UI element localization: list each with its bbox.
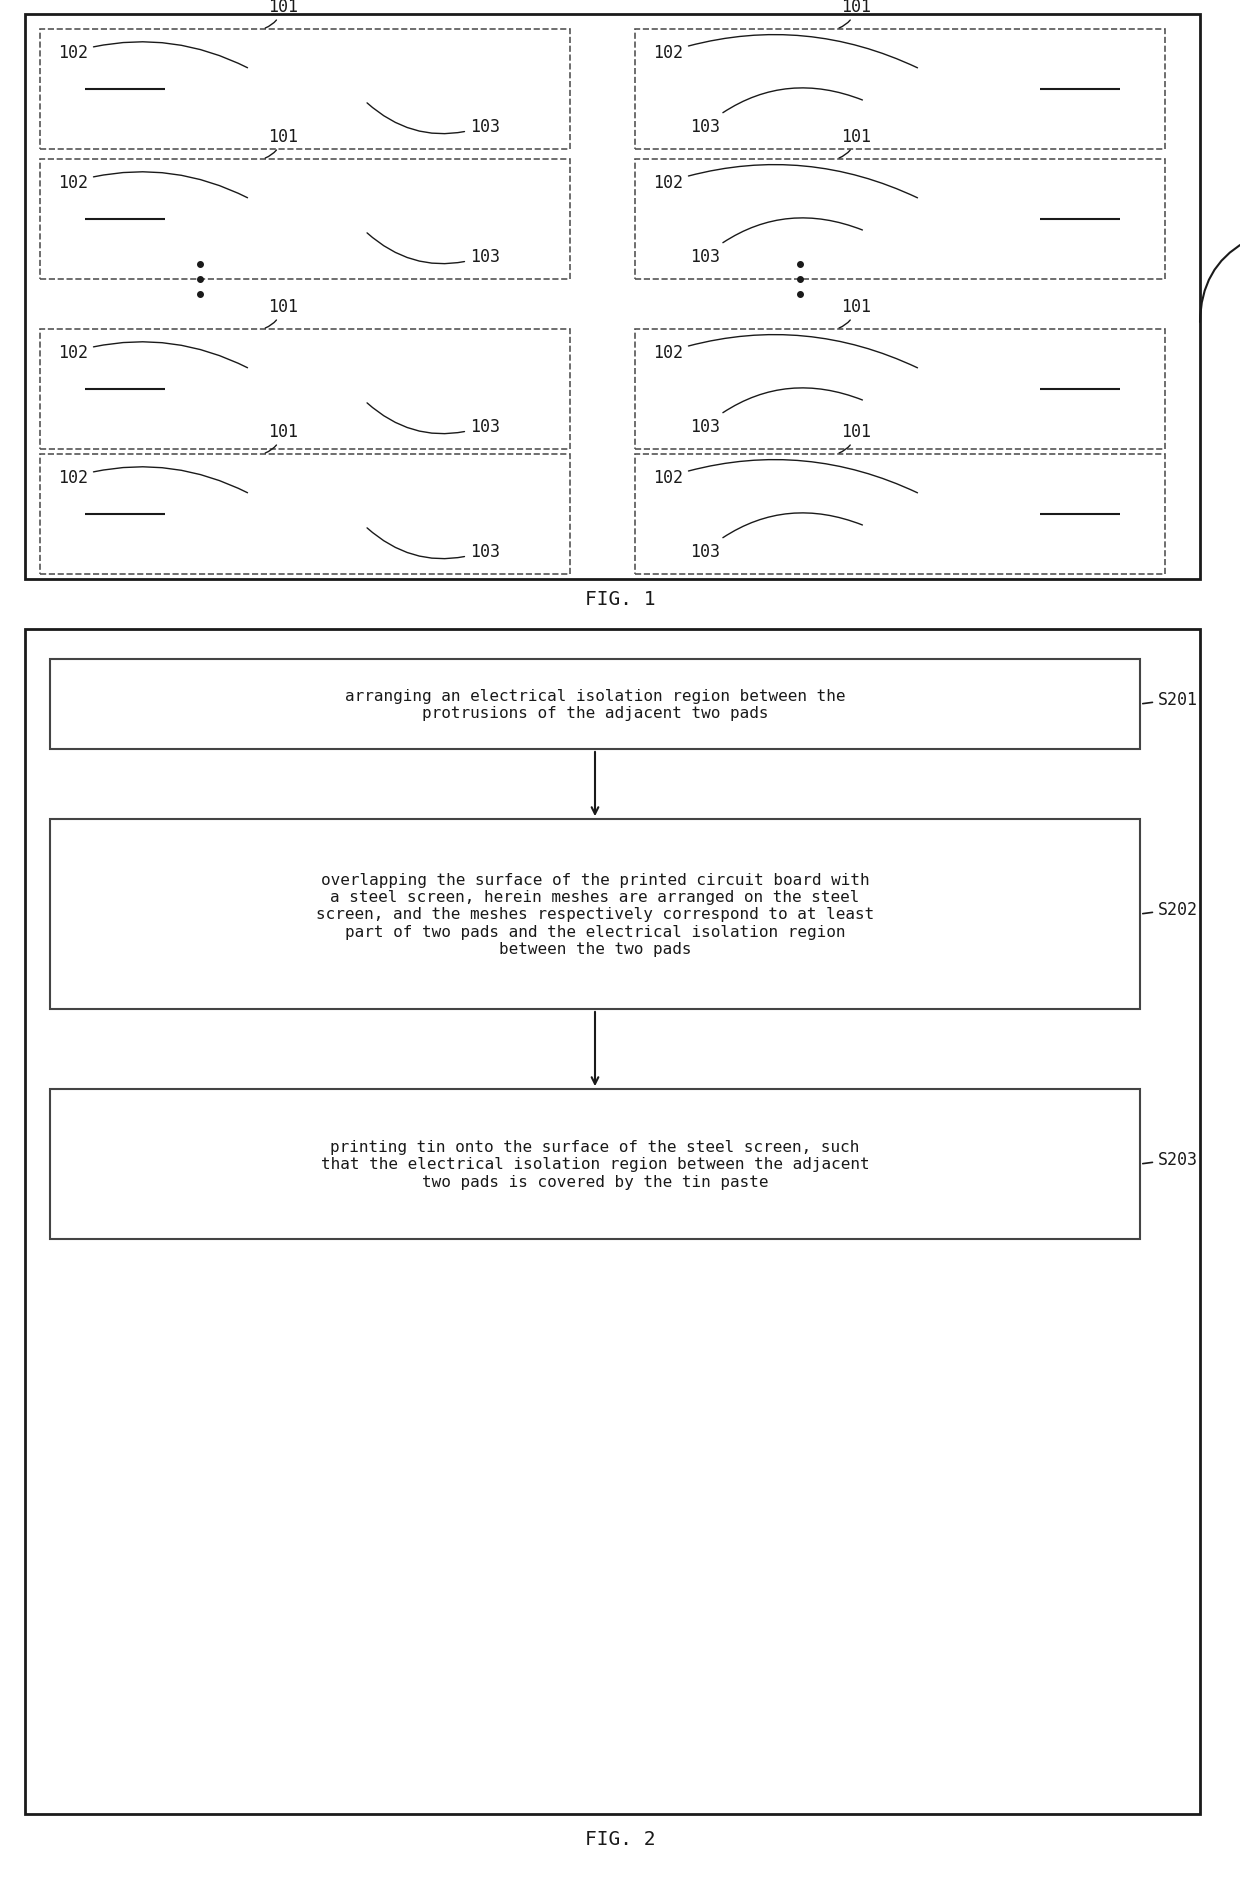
Text: 101: 101 [265,0,298,28]
Text: 101: 101 [839,423,872,453]
Bar [910,184,1040,256]
Bar [165,55,295,124]
Text: 103: 103 [689,88,862,135]
Text: 101: 101 [839,297,872,329]
Text: S203: S203 [1143,1151,1198,1167]
Bar [165,184,295,256]
Bar [810,372,910,408]
Bar [635,160,1166,280]
Bar [910,479,1040,549]
Text: arranging an electrical isolation region between the
protrusions of the adjacent: arranging an electrical isolation region… [345,688,846,720]
Bar [50,1089,1140,1239]
Text: printing tin onto the surface of the steel screen, such
that the electrical isol: printing tin onto the surface of the ste… [321,1139,869,1190]
Bar [295,372,396,408]
Bar [635,30,1166,150]
Text: 103: 103 [689,389,862,436]
Bar [40,455,570,575]
Bar [165,355,295,425]
Bar [810,496,910,532]
Text: 101: 101 [839,0,872,28]
Text: 103: 103 [367,103,500,135]
Text: 101: 101 [265,423,298,453]
Text: 102: 102 [58,173,248,199]
Text: 102: 102 [653,36,918,70]
Text: overlapping the surface of the printed circuit board with
a steel screen, herein: overlapping the surface of the printed c… [316,872,874,957]
Bar [635,455,1166,575]
Bar [40,30,570,150]
Bar [40,329,570,449]
Text: 102: 102 [653,335,918,368]
Text: 102: 102 [58,468,248,493]
Text: 101: 101 [839,128,872,160]
Bar [295,71,396,107]
Text: S201: S201 [1143,690,1198,709]
Bar [635,329,1166,449]
Text: 101: 101 [265,297,298,329]
Bar [810,71,910,107]
Text: 103: 103 [689,218,862,265]
Text: 103: 103 [367,233,500,265]
Text: 101: 101 [265,128,298,160]
Bar [165,479,295,549]
Bar [50,660,1140,750]
Text: 103: 103 [367,528,500,560]
Bar [25,15,1200,579]
Bar [910,355,1040,425]
Bar [810,201,910,239]
Text: 10: 10 [1200,226,1240,323]
Text: 102: 102 [653,165,918,199]
Text: 102: 102 [58,342,248,368]
Bar [50,820,1140,1010]
Bar [40,160,570,280]
Text: 103: 103 [689,513,862,560]
Text: 103: 103 [367,404,500,436]
Bar [25,630,1200,1814]
Text: FIG. 1: FIG. 1 [585,590,655,609]
Text: S202: S202 [1143,901,1198,919]
Bar [295,201,396,239]
Bar [910,55,1040,124]
Bar [295,496,396,532]
Text: FIG. 2: FIG. 2 [585,1829,655,1848]
Text: 102: 102 [653,461,918,494]
Text: 102: 102 [58,43,248,70]
